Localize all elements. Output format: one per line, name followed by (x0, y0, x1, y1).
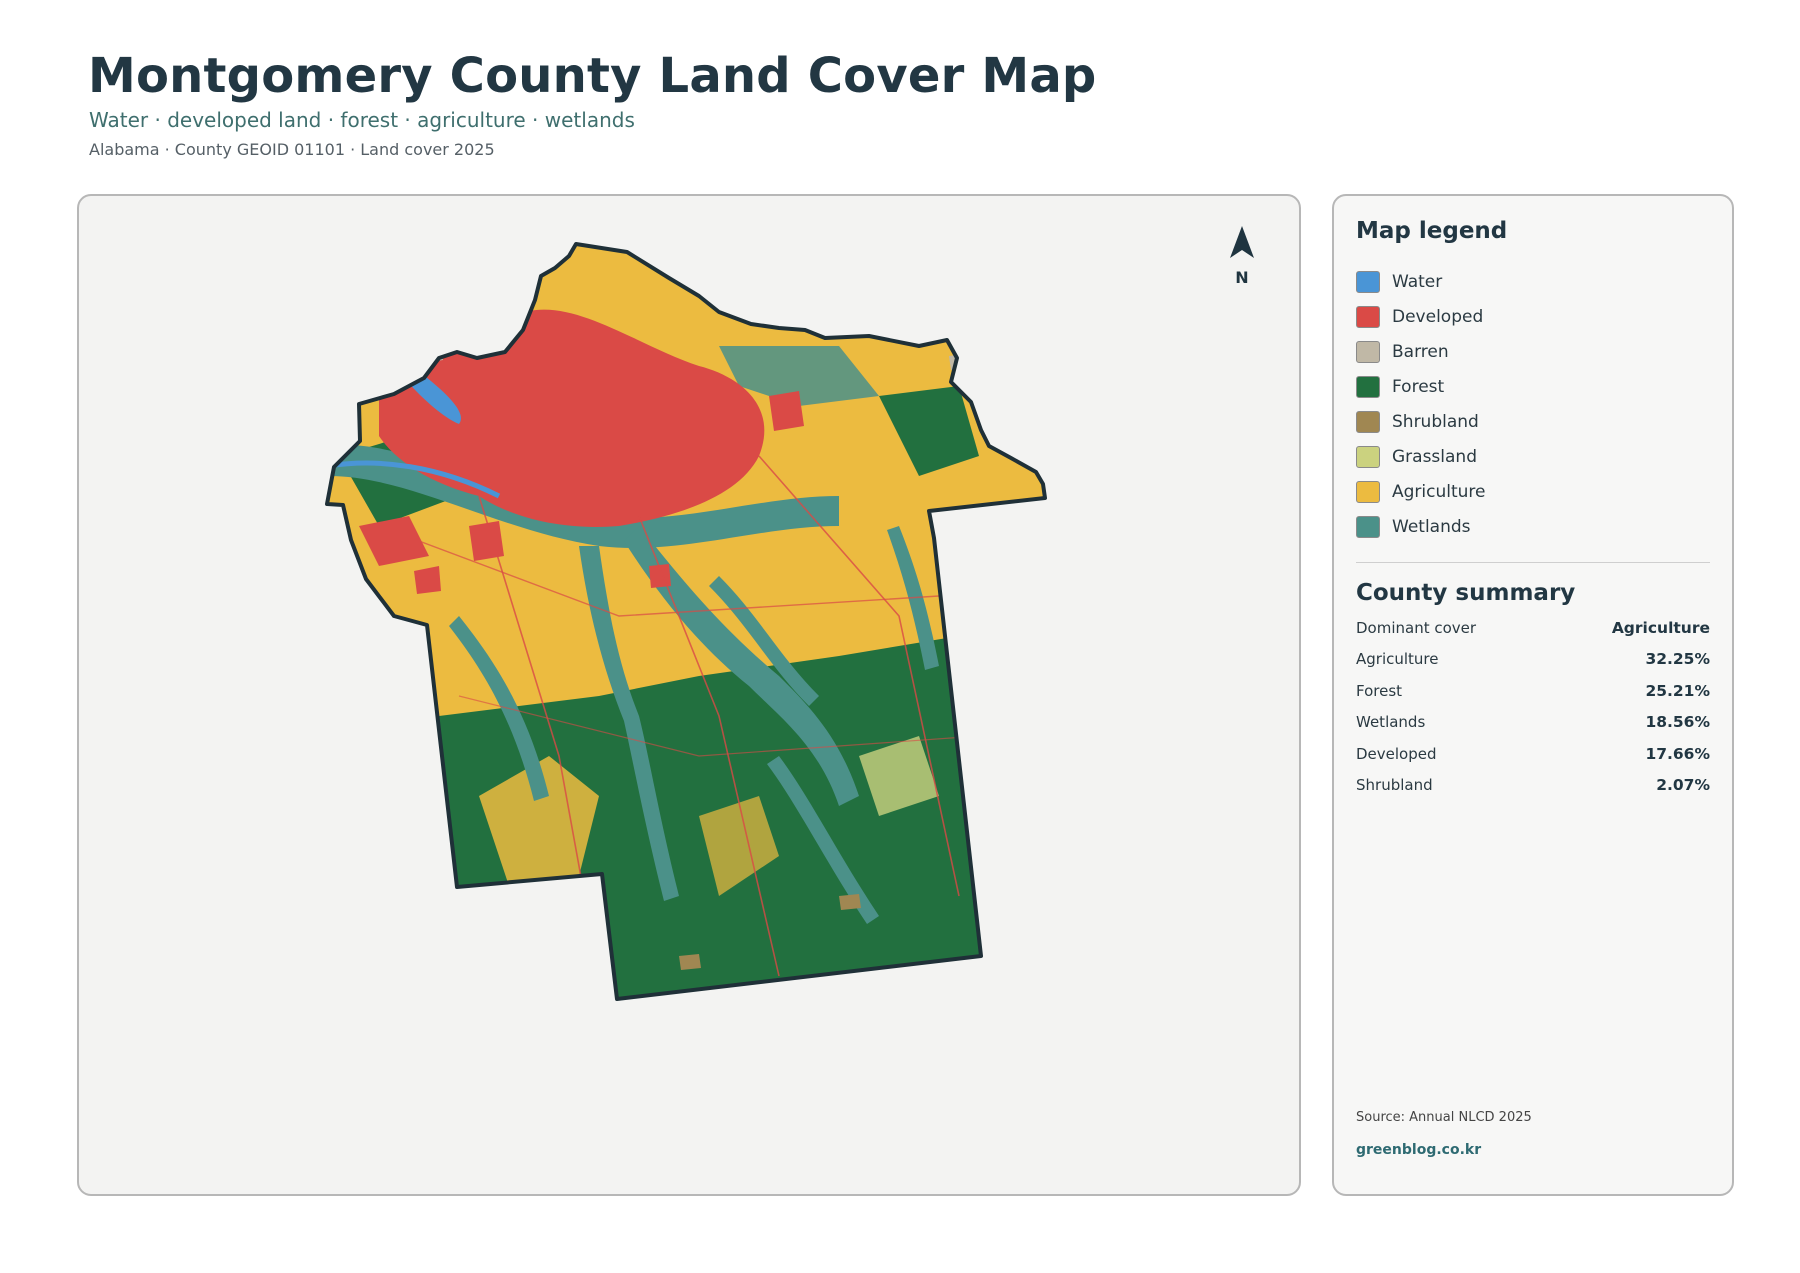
legend-label: Barren (1392, 341, 1449, 362)
legend-label: Wetlands (1392, 516, 1471, 537)
legend-swatch-forest (1356, 375, 1380, 398)
summary-value: 17.66% (1645, 744, 1710, 763)
map-panel[interactable]: N (77, 194, 1301, 1196)
summary-label: Agriculture (1356, 650, 1439, 669)
land-cover-map[interactable] (79, 196, 1299, 1194)
summary-value: 25.21% (1645, 681, 1710, 700)
summary-row: Developed 17.66% (1356, 738, 1710, 770)
legend-label: Shrubland (1392, 411, 1479, 432)
summary-label: Forest (1356, 681, 1403, 700)
page-title: Montgomery County Land Cover Map (88, 48, 1097, 104)
legend-item-forest: Forest (1356, 369, 1486, 404)
summary-title: County summary (1356, 580, 1576, 606)
north-arrow: N (1227, 224, 1257, 287)
legend-item-barren: Barren (1356, 334, 1486, 369)
legend-swatch-developed (1356, 305, 1380, 328)
summary-row: Forest 25.21% (1356, 675, 1710, 707)
legend-swatch-agriculture (1356, 480, 1380, 503)
legend-swatch-barren (1356, 340, 1380, 363)
legend-swatch-wetlands (1356, 515, 1380, 538)
legend-item-developed: Developed (1356, 299, 1486, 334)
legend-label: Grassland (1392, 446, 1477, 467)
legend-label: Water (1392, 271, 1443, 292)
legend-item-shrubland: Shrubland (1356, 404, 1486, 439)
legend-item-agriculture: Agriculture (1356, 474, 1486, 509)
summary-value: 32.25% (1645, 650, 1710, 669)
source-note: Source: Annual NLCD 2025 (1356, 1110, 1532, 1125)
legend-label: Forest (1392, 376, 1445, 397)
north-arrow-icon (1230, 226, 1254, 258)
summary-label: Shrubland (1356, 776, 1433, 795)
legend-item-water: Water (1356, 264, 1486, 299)
legend-item-wetlands: Wetlands (1356, 509, 1486, 544)
summary-table: Dominant cover Agriculture Agriculture 32.… (1356, 612, 1710, 801)
summary-row: Agriculture 32.25% (1356, 644, 1710, 676)
summary-label: Wetlands (1356, 713, 1426, 732)
panel-divider (1356, 562, 1710, 563)
legend-swatch-grassland (1356, 445, 1380, 468)
legend-item-grassland: Grassland (1356, 439, 1486, 474)
legend-swatch-water (1356, 270, 1380, 293)
summary-label: Dominant cover (1356, 618, 1477, 637)
side-panel: Map legend Water Developed Barren Forest… (1332, 194, 1734, 1196)
summary-value: 18.56% (1645, 713, 1710, 732)
summary-value: Agriculture (1611, 618, 1710, 637)
summary-row: Dominant cover Agriculture (1356, 612, 1710, 644)
legend-title: Map legend (1356, 218, 1508, 244)
legend-label: Developed (1392, 306, 1484, 327)
summary-label: Developed (1356, 744, 1437, 763)
summary-row: Shrubland 2.07% (1356, 770, 1710, 802)
summary-value: 2.07% (1656, 776, 1710, 795)
page-subtitle: Water · developed land · forest · agricu… (89, 108, 635, 132)
north-label: N (1235, 268, 1249, 287)
legend-swatch-shrubland (1356, 410, 1380, 433)
legend-list: Water Developed Barren Forest Shrubland … (1356, 264, 1486, 544)
page-meta: Alabama · County GEOID 01101 · Land cove… (89, 140, 495, 159)
summary-row: Wetlands 18.56% (1356, 707, 1710, 739)
legend-label: Agriculture (1392, 481, 1486, 502)
site-link[interactable]: greenblog.co.kr (1356, 1142, 1482, 1158)
